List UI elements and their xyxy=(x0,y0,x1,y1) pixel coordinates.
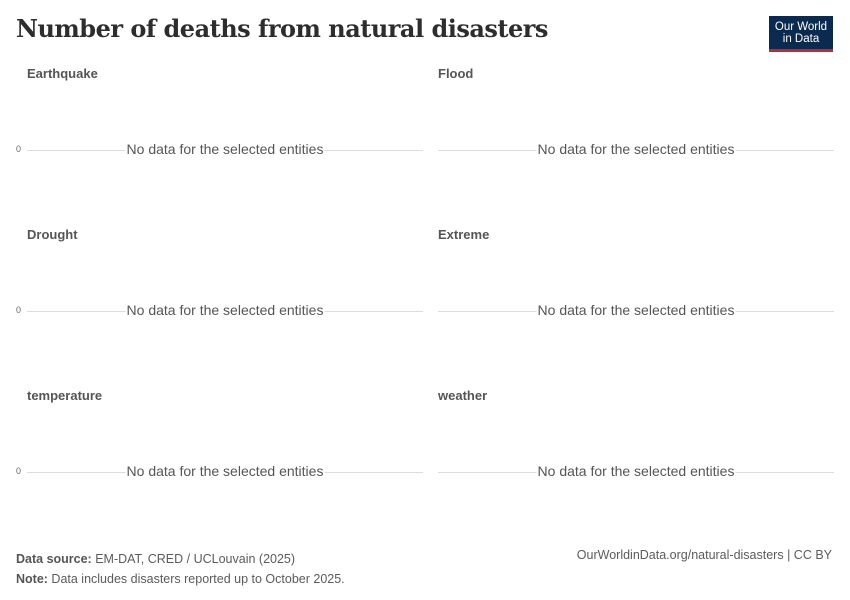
facet-title: weather xyxy=(438,388,488,403)
y-tick-zero: 0 xyxy=(16,305,22,315)
facet-extreme: Extreme No data for the selected entitie… xyxy=(427,227,837,367)
note-value: Data includes disasters reported up to O… xyxy=(47,572,345,586)
facet-flood: Flood No data for the selected entities xyxy=(427,66,837,206)
note-label: Note: xyxy=(16,572,48,586)
facet-temperature: temperature 0 No data for the selected e… xyxy=(16,388,426,528)
facet-earthquake: Earthquake 0 No data for the selected en… xyxy=(16,66,426,206)
owid-logo[interactable]: Our World in Data xyxy=(769,16,833,52)
data-source-label: Data source: xyxy=(16,552,92,566)
note-line: Note: Data includes disasters reported u… xyxy=(16,568,345,590)
facet-title: temperature xyxy=(27,388,103,403)
facet-title: Extreme xyxy=(438,227,490,242)
facet-title: Drought xyxy=(27,227,78,242)
logo-line-2: in Data xyxy=(782,33,820,45)
no-data-message: No data for the selected entities xyxy=(125,463,325,479)
logo-line-1: Our World xyxy=(774,21,828,33)
chart-title: Number of deaths from natural disasters xyxy=(16,14,548,43)
data-source-line: Data source: EM-DAT, CRED / UCLouvain (2… xyxy=(16,548,345,570)
no-data-message: No data for the selected entities xyxy=(536,141,736,157)
data-source-value[interactable]: EM-DAT, CRED / UCLouvain (2025) xyxy=(91,552,296,566)
facet-drought: Drought 0 No data for the selected entit… xyxy=(16,227,426,367)
no-data-message: No data for the selected entities xyxy=(125,141,325,157)
facet-title: Earthquake xyxy=(27,66,98,81)
url-license-link[interactable]: OurWorldinData.org/natural-disasters | C… xyxy=(576,548,832,562)
y-tick-zero: 0 xyxy=(16,144,22,154)
no-data-message: No data for the selected entities xyxy=(536,302,736,318)
no-data-message: No data for the selected entities xyxy=(125,302,325,318)
no-data-message: No data for the selected entities xyxy=(536,463,736,479)
footer-notes: Data source: EM-DAT, CRED / UCLouvain (2… xyxy=(16,548,345,590)
facet-weather: weather No data for the selected entitie… xyxy=(427,388,837,528)
y-tick-zero: 0 xyxy=(16,466,22,476)
facet-title: Flood xyxy=(438,66,474,81)
